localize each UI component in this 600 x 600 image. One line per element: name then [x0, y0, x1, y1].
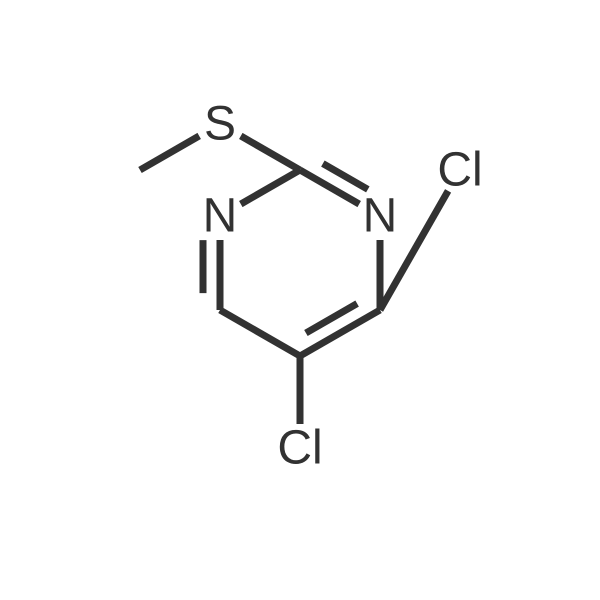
bond — [140, 136, 199, 170]
atom-label-n: N — [203, 190, 238, 243]
atom-label-cl: Cl — [437, 144, 482, 197]
atom-label-cl: Cl — [277, 422, 322, 475]
molecule-diagram: NNSClCl — [0, 0, 600, 600]
atom-label-s: S — [204, 98, 236, 151]
bond — [220, 310, 300, 356]
bond — [241, 136, 300, 170]
bond — [300, 170, 359, 204]
atom-label-n: N — [363, 190, 398, 243]
bond — [241, 170, 300, 204]
